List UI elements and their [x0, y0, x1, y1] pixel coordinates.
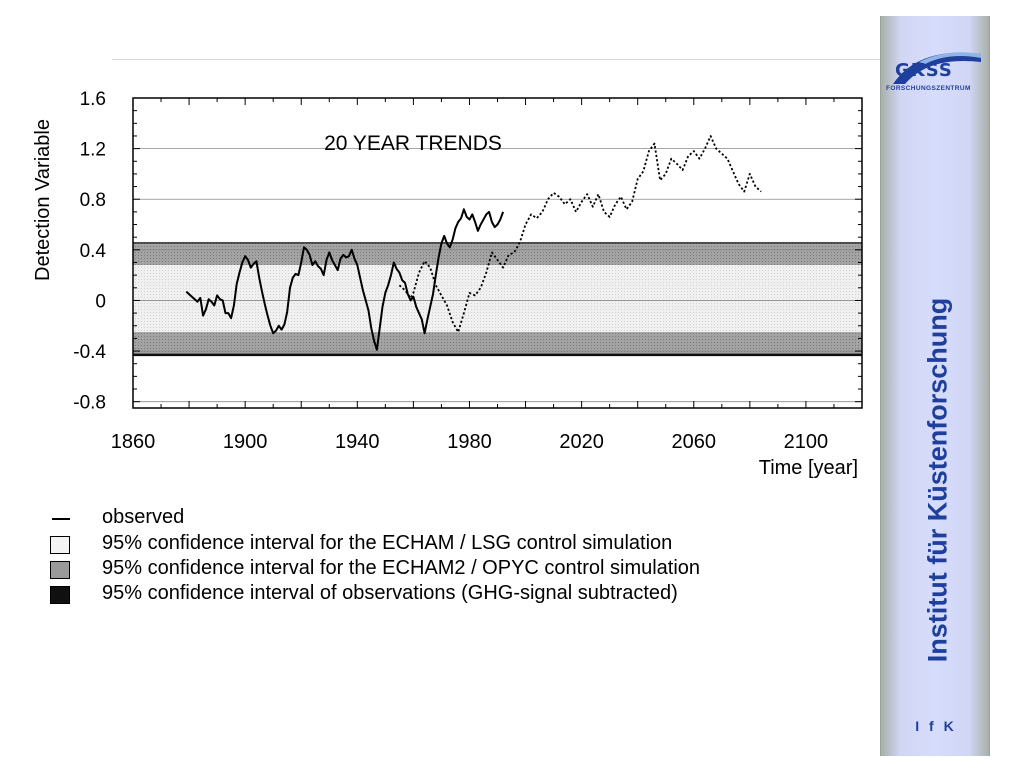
x-tick-label: 2060: [672, 431, 717, 453]
y-tick-label: -0.8: [73, 393, 106, 414]
observed-trend-line: [185, 208, 505, 351]
arc-logo-icon: [893, 52, 981, 84]
y-tick-label: 1.6: [80, 89, 106, 110]
x-tick-label: 2020: [559, 431, 604, 453]
legend-label: 95% confidence interval of observations …: [102, 582, 678, 604]
y-tick-label: 0: [95, 291, 106, 312]
legend-label: 95% confidence interval for the ECHAM / …: [102, 532, 673, 554]
slide-divider: [112, 59, 882, 60]
legend-label: 95% confidence interval for the ECHAM2 /…: [102, 557, 701, 579]
legend-light-swatch: [50, 536, 70, 554]
y-axis-label: Detection Variable: [32, 119, 54, 281]
x-tick-label: 1900: [223, 431, 268, 453]
y-tick-label: 1.2: [80, 140, 106, 161]
y-tick-label: -0.4: [73, 342, 106, 363]
projected-trend-line: [398, 135, 762, 334]
legend-dark-swatch: [50, 586, 70, 604]
x-tick-label: 1860: [111, 431, 156, 453]
legend-gray-swatch: [50, 561, 70, 579]
y-tick-label: 0.4: [80, 241, 107, 262]
legend-label: observed: [102, 506, 185, 528]
institute-sidebar: GKSS FORSCHUNGSZENTRUM Institut für Küst…: [880, 16, 990, 756]
x-tick-label: 1980: [447, 431, 492, 453]
confidence-band: [133, 265, 862, 333]
institute-abbreviation: I f K: [915, 718, 957, 734]
x-tick-label: 2100: [784, 431, 829, 453]
x-tick-label: 1940: [335, 431, 380, 453]
institute-name: Institut für Küstenforschung: [922, 297, 953, 663]
x-axis-label: Time [year]: [759, 457, 858, 479]
chart-title: 20 YEAR TRENDS: [324, 132, 502, 155]
logo-subtitle: FORSCHUNGSZENTRUM: [886, 85, 971, 92]
legend-line-swatch: [52, 518, 70, 520]
logo-title: GKSS: [895, 60, 953, 81]
y-tick-label: 0.8: [80, 190, 106, 211]
